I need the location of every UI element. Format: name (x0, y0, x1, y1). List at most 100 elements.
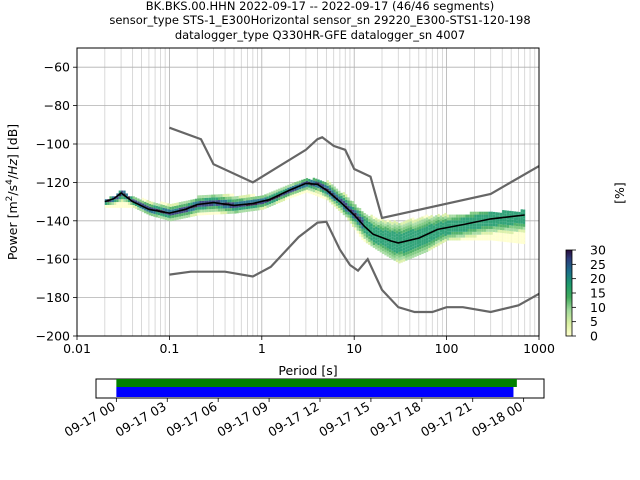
heatmap-cell (518, 229, 521, 233)
heatmap-cell (439, 224, 443, 228)
y-tick-label: −60 (44, 60, 70, 75)
heatmap-cell (416, 235, 419, 239)
heatmap-cell (430, 217, 433, 221)
heatmap-cell (347, 217, 350, 221)
heatmap-cell (409, 235, 413, 239)
heatmap-cell (340, 198, 343, 202)
heatmap-cell (520, 235, 523, 239)
heatmap-cell (208, 209, 212, 213)
heatmap-cell (509, 219, 512, 223)
heatmap-cell (485, 234, 489, 238)
heatmap-cell (511, 216, 514, 220)
heatmap-cell (382, 228, 385, 231)
heatmap-cell (368, 236, 371, 240)
heatmap-cell (416, 232, 419, 236)
heatmap-cell (481, 226, 484, 229)
heatmap-cell (365, 237, 369, 241)
heatmap-cell (511, 214, 514, 217)
heatmap-cell (148, 212, 152, 216)
heatmap-cell (446, 234, 450, 238)
heatmap-cell (511, 237, 514, 240)
heatmap-cell (356, 216, 359, 220)
heatmap-cell (261, 195, 265, 199)
heatmap-cell (342, 212, 346, 216)
heatmap-cell (287, 184, 290, 188)
heatmap-cell (338, 193, 341, 197)
heatmap-cell (509, 222, 512, 226)
heatmap-cell (169, 209, 172, 213)
heatmap-cell (474, 234, 477, 238)
heatmap-cell (409, 250, 413, 254)
heatmap-cell (218, 202, 221, 206)
heatmap-cell (345, 194, 348, 198)
heatmap-cell (481, 231, 484, 235)
heatmap-cell (241, 206, 244, 210)
heatmap-cell (402, 255, 406, 259)
heatmap-cell (229, 193, 232, 197)
heatmap-cell (351, 224, 355, 227)
heatmap-cell (384, 249, 387, 253)
heatmap-cell (382, 242, 385, 246)
heatmap-cell (368, 216, 371, 219)
heatmap-cell (488, 211, 491, 215)
heatmap-cell (231, 207, 235, 211)
heatmap-cell (148, 206, 152, 210)
heatmap-cell (120, 204, 124, 208)
heatmap-cell (395, 221, 399, 225)
heatmap-cell (472, 226, 475, 229)
heatmap-cell (467, 223, 470, 227)
heatmap-cell (317, 193, 320, 197)
chart-title-line-3: datalogger_type Q330HR-GFE datalogger_sn… (175, 28, 465, 42)
heatmap-cell (234, 196, 237, 200)
heatmap-cell (208, 197, 212, 201)
heatmap-cell (243, 200, 246, 204)
heatmap-cell (425, 240, 429, 244)
heatmap-cell (474, 226, 477, 229)
heatmap-cell (181, 207, 184, 211)
heatmap-cell (238, 198, 242, 202)
heatmap-cell (425, 226, 429, 230)
heatmap-cell (428, 224, 431, 228)
heatmap-cell (167, 209, 170, 213)
heatmap-cell (428, 230, 431, 234)
heatmap-cell (379, 240, 383, 244)
heatmap-cell (382, 251, 385, 254)
heatmap-cell (453, 231, 456, 235)
heatmap-cell (123, 190, 126, 194)
heatmap-cell (384, 220, 387, 224)
y-tick-label: −180 (36, 290, 70, 305)
heatmap-cell (259, 195, 262, 199)
heatmap-cell (347, 214, 350, 218)
heatmap-cell (425, 229, 429, 232)
heatmap-cell (331, 198, 334, 202)
heatmap-cell (430, 237, 433, 241)
heatmap-cell (141, 197, 145, 201)
heatmap-cell (472, 217, 475, 221)
heatmap-cell (435, 241, 438, 245)
heatmap-cell (414, 219, 417, 223)
heatmap-cell (504, 210, 507, 214)
timeline-tick-label: 09-17 21 (418, 399, 474, 440)
heatmap-cell (520, 217, 523, 221)
heatmap-cell (451, 220, 454, 224)
heatmap-cell (227, 205, 230, 209)
heatmap-cell (515, 240, 519, 244)
heatmap-cell (345, 214, 348, 218)
heatmap-cell (342, 192, 346, 195)
heatmap-cell (432, 228, 436, 231)
heatmap-cell (109, 204, 112, 208)
heatmap-cell (382, 245, 385, 249)
heatmap-cell (234, 210, 237, 214)
heatmap-cell (125, 204, 128, 208)
heatmap-cell (208, 212, 212, 215)
heatmap-cell (181, 215, 184, 219)
heatmap-cell (317, 188, 320, 192)
heatmap-cell (421, 225, 424, 229)
heatmap-cell (183, 203, 186, 207)
heatmap-cell (458, 237, 461, 241)
heatmap-cell (490, 211, 493, 215)
heatmap-cell (340, 195, 343, 199)
heatmap-cell (402, 241, 406, 245)
heatmap-cell (266, 193, 269, 197)
